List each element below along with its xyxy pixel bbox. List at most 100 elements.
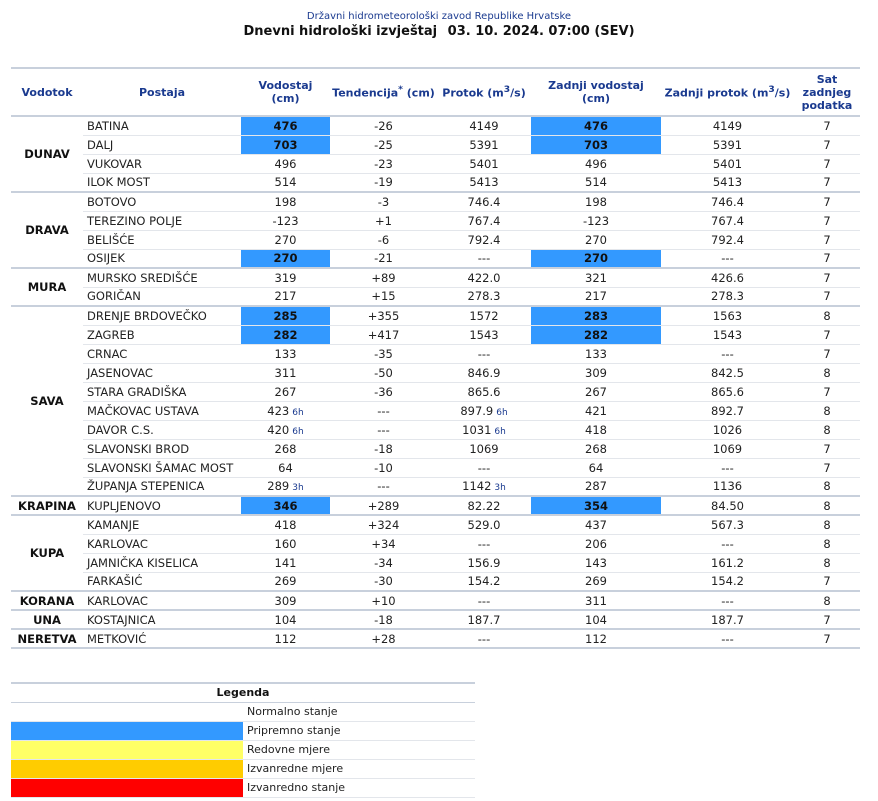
last-data-hour: 7 xyxy=(794,192,860,212)
last-water-level: 104 xyxy=(531,610,661,630)
table-row: FARKAŠIĆ 269 -30 154.2 269 154.2 7 xyxy=(11,572,860,592)
last-data-hour: 7 xyxy=(794,325,860,345)
water-level-value: 198 xyxy=(274,194,297,209)
station-name: KARLOVAC xyxy=(83,534,241,554)
flow-value: --- xyxy=(437,344,531,364)
col-zadnji-protok: Zadnji protok (m3/s) xyxy=(661,67,794,117)
flow-value: 1031 6h xyxy=(437,420,531,440)
last-water-level: 270 xyxy=(531,230,661,250)
last-data-hour: 7 xyxy=(794,610,860,630)
last-data-hour: 7 xyxy=(794,382,860,402)
river-name: KORANA xyxy=(11,591,83,611)
flow-value-number: 1572 xyxy=(469,308,499,323)
water-level-value: 270 xyxy=(273,251,298,266)
water-level: 319 xyxy=(241,268,330,288)
table-row: VUKOVAR 496 -23 5401 496 5401 7 xyxy=(11,154,860,174)
col-protok-label: Protok (m xyxy=(442,86,504,100)
trend-value: -25 xyxy=(330,135,437,155)
last-water-level: 514 xyxy=(531,173,661,193)
report-header: Državni hidrometeorološki zavod Republik… xyxy=(0,0,878,64)
water-level: 311 xyxy=(241,363,330,383)
flow-value-number: 767.4 xyxy=(467,213,501,228)
water-level: -123 xyxy=(241,211,330,231)
trend-value: +15 xyxy=(330,287,437,307)
last-water-level: 282 xyxy=(531,325,661,345)
trend-value: -50 xyxy=(330,363,437,383)
flow-value: 1142 3h xyxy=(437,477,531,497)
water-level: 268 xyxy=(241,439,330,459)
legend-item: Pripremno stanje xyxy=(11,721,475,741)
flow-value-number: 746.4 xyxy=(467,194,501,209)
water-level-value: 267 xyxy=(274,384,297,399)
table-row: JASENOVAC 311 -50 846.9 309 842.5 8 xyxy=(11,363,860,383)
flow-value: --- xyxy=(437,249,531,269)
flow-value-number: 1543 xyxy=(469,327,499,342)
last-flow-value: 792.4 xyxy=(661,230,794,250)
station-name: OSIJEK xyxy=(83,249,241,269)
legend-label: Izvanredne mjere xyxy=(243,759,475,779)
legend-item: Redovne mjere xyxy=(11,740,475,760)
last-water-level: 268 xyxy=(531,439,661,459)
water-level: 160 xyxy=(241,534,330,554)
table-row: KARLOVAC 160 +34 --- 206 --- 8 xyxy=(11,534,860,554)
flow-value: --- xyxy=(437,629,531,649)
table-row: CRNAC 133 -35 --- 133 --- 7 xyxy=(11,344,860,364)
last-flow-value: 767.4 xyxy=(661,211,794,231)
flow-time-note: 3h xyxy=(494,483,506,494)
last-data-hour: 8 xyxy=(794,306,860,326)
flow-value-number: 5413 xyxy=(469,175,499,190)
legend-table: Legenda Normalno stanje Pripremno stanje R… xyxy=(11,682,475,798)
last-data-hour: 8 xyxy=(794,534,860,554)
last-water-level: 217 xyxy=(531,287,661,307)
last-flow-value: --- xyxy=(661,344,794,364)
flow-value-number: --- xyxy=(477,593,491,608)
station-name: ZAGREB xyxy=(83,325,241,345)
last-data-hour: 7 xyxy=(794,344,860,364)
flow-value: 1069 xyxy=(437,439,531,459)
last-data-hour: 7 xyxy=(794,439,860,459)
trend-value: --- xyxy=(330,477,437,497)
water-level: 282 xyxy=(241,325,330,345)
water-level-value: 289 xyxy=(267,479,290,494)
flow-value: 278.3 xyxy=(437,287,531,307)
last-data-hour: 8 xyxy=(794,477,860,497)
water-level-value: 418 xyxy=(274,517,297,532)
water-level: 476 xyxy=(241,116,330,136)
water-level-value: 496 xyxy=(274,156,297,171)
last-flow-value: --- xyxy=(661,591,794,611)
last-data-hour: 7 xyxy=(794,458,860,478)
flow-value: 5413 xyxy=(437,173,531,193)
trend-value: +355 xyxy=(330,306,437,326)
table-row: KUPA KAMANJE 418 +324 529.0 437 567.3 8 xyxy=(11,515,860,592)
flow-value-number: 1031 xyxy=(462,422,492,437)
last-water-level: 321 xyxy=(531,268,661,288)
trend-value: -21 xyxy=(330,249,437,269)
last-data-hour: 8 xyxy=(794,515,860,535)
legend-swatch xyxy=(11,702,243,722)
last-flow-value: 187.7 xyxy=(661,610,794,630)
last-flow-value: 1543 xyxy=(661,325,794,345)
col-vodotok: Vodotok xyxy=(11,67,83,117)
trend-value: -6 xyxy=(330,230,437,250)
table-header: Vodotok Postaja Vodostaj (cm) Tendencija… xyxy=(11,67,860,117)
water-level: 104 xyxy=(241,610,330,630)
last-data-hour: 8 xyxy=(794,496,860,516)
table-row: SLAVONSKI ŠAMAC MOST 64 -10 --- 64 --- 7 xyxy=(11,458,860,478)
trend-value: -26 xyxy=(330,116,437,136)
trend-value: +289 xyxy=(330,496,437,516)
last-flow-value: 4149 xyxy=(661,116,794,136)
flow-value-number: --- xyxy=(477,460,491,475)
flow-value-number: 156.9 xyxy=(467,555,501,570)
station-name: JAMNIČKA KISELICA xyxy=(83,553,241,573)
water-level: 289 3h xyxy=(241,477,330,497)
trend-value: --- xyxy=(330,401,437,421)
col-vodostaj: Vodostaj (cm) xyxy=(241,67,330,117)
legend-swatch xyxy=(11,721,243,741)
legend-item: Izvanredno stanje xyxy=(11,778,475,798)
last-water-level: 437 xyxy=(531,515,661,535)
organization-name: Državni hidrometeorološki zavod Republik… xyxy=(306,11,572,22)
last-water-level: 703 xyxy=(531,135,661,155)
table-row: KORANA KARLOVAC 309 +10 --- 311 --- 8 xyxy=(11,591,860,611)
station-name: STARA GRADIŠKA xyxy=(83,382,241,402)
water-level-value: -123 xyxy=(272,213,299,228)
